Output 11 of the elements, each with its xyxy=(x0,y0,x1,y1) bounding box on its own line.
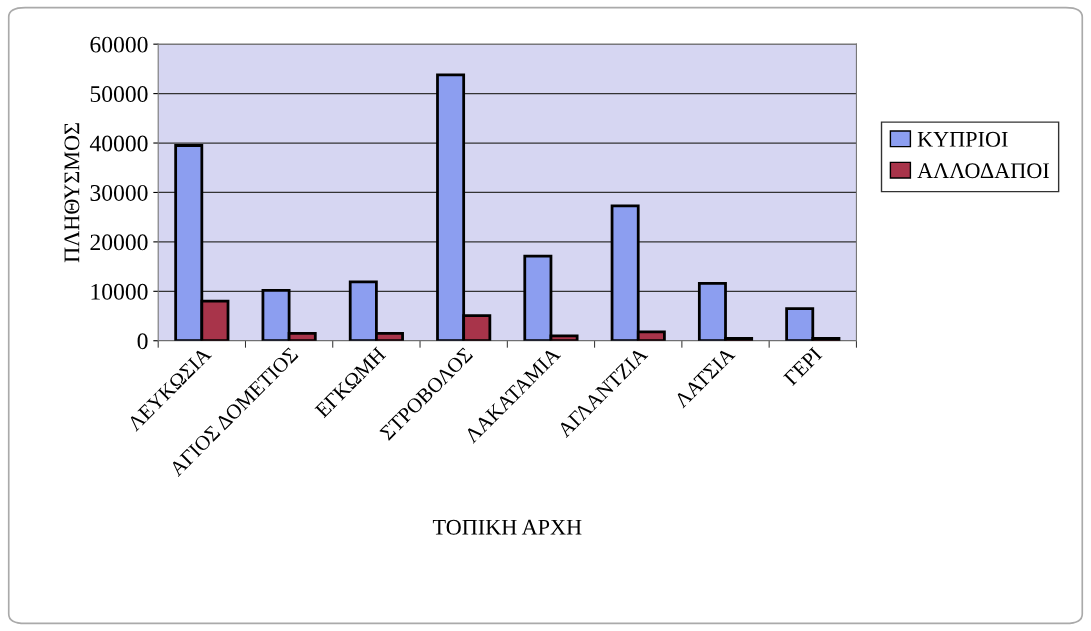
legend-label: ΑΛΛΟΔΑΠΟΙ xyxy=(917,163,1049,179)
y-axis-title: ΠΛΗΘΥΣΜΟΣ xyxy=(64,123,80,263)
y-tick-label: 20000 xyxy=(90,234,148,251)
y-tick-label: 30000 xyxy=(90,184,148,201)
legend-label: ΚΥΠΡΙΟΙ xyxy=(917,131,1008,147)
y-tick-label: 50000 xyxy=(90,86,148,103)
y-tick-label: 40000 xyxy=(89,135,148,152)
y-tick-label: 10000 xyxy=(91,283,148,300)
y-tick-label: 60000 xyxy=(90,36,148,53)
y-tick-label: 0 xyxy=(137,333,148,350)
x-axis-title: ΤΟΠΙΚΗ ΑΡΧΗ xyxy=(432,519,582,535)
